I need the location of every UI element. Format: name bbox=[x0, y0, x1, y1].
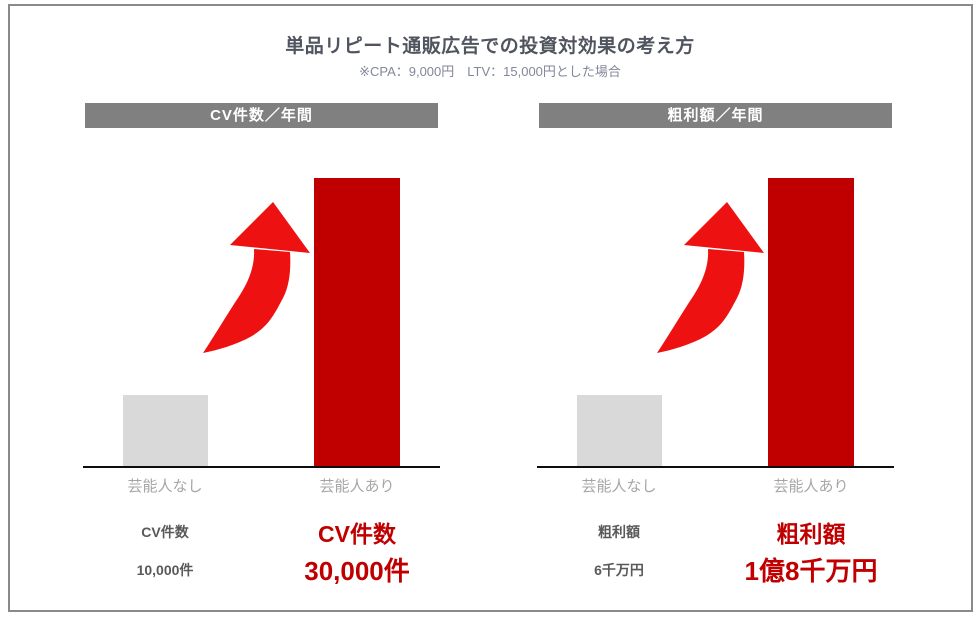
value-label-celebrity: 30,000件 bbox=[304, 556, 410, 586]
value-label-celebrity: 1億8千万円 bbox=[744, 556, 878, 586]
plot-area-gross-profit bbox=[537, 128, 894, 468]
bar-no-celebrity bbox=[123, 395, 208, 466]
chart-panel-gross-profit: 粗利額／年間 芸能人なし 芸能人あり 粗利額 6千万円 粗利額 1億8千万円 bbox=[537, 103, 894, 598]
metric-label-celebrity: 粗利額 bbox=[776, 521, 846, 547]
metric-label-no-celebrity: 粗利額 bbox=[598, 524, 640, 540]
panel-header-gross-profit: 粗利額／年間 bbox=[539, 103, 892, 128]
bar-label-celebrity: 芸能人あり bbox=[773, 478, 849, 495]
metric-label-celebrity: CV件数 bbox=[318, 521, 396, 547]
value-label-no-celebrity: 6千万円 bbox=[594, 562, 644, 578]
slide-subtitle: ※CPA：9,000円 LTV：15,000円とした場合 bbox=[359, 64, 621, 79]
slide-title: 単品リピート通販広告での投資対効果の考え方 bbox=[285, 36, 695, 57]
bar-celebrity bbox=[768, 178, 854, 466]
metric-label-no-celebrity: CV件数 bbox=[141, 524, 189, 540]
growth-arrow-icon bbox=[657, 202, 764, 353]
bar-label-no-celebrity: 芸能人なし bbox=[581, 478, 657, 495]
bar-label-celebrity: 芸能人あり bbox=[319, 478, 395, 495]
panel-header-cv: CV件数／年間 bbox=[85, 103, 438, 128]
bar-celebrity bbox=[314, 178, 400, 466]
value-label-no-celebrity: 10,000件 bbox=[136, 562, 194, 578]
chart-panel-cv: CV件数／年間 芸能人なし 芸能人あり CV件数 10,000件 CV件数 30… bbox=[83, 103, 440, 598]
growth-arrow-icon bbox=[203, 202, 310, 353]
plot-area-cv bbox=[83, 128, 440, 468]
bar-no-celebrity bbox=[577, 395, 662, 466]
bar-label-no-celebrity: 芸能人なし bbox=[127, 478, 203, 495]
